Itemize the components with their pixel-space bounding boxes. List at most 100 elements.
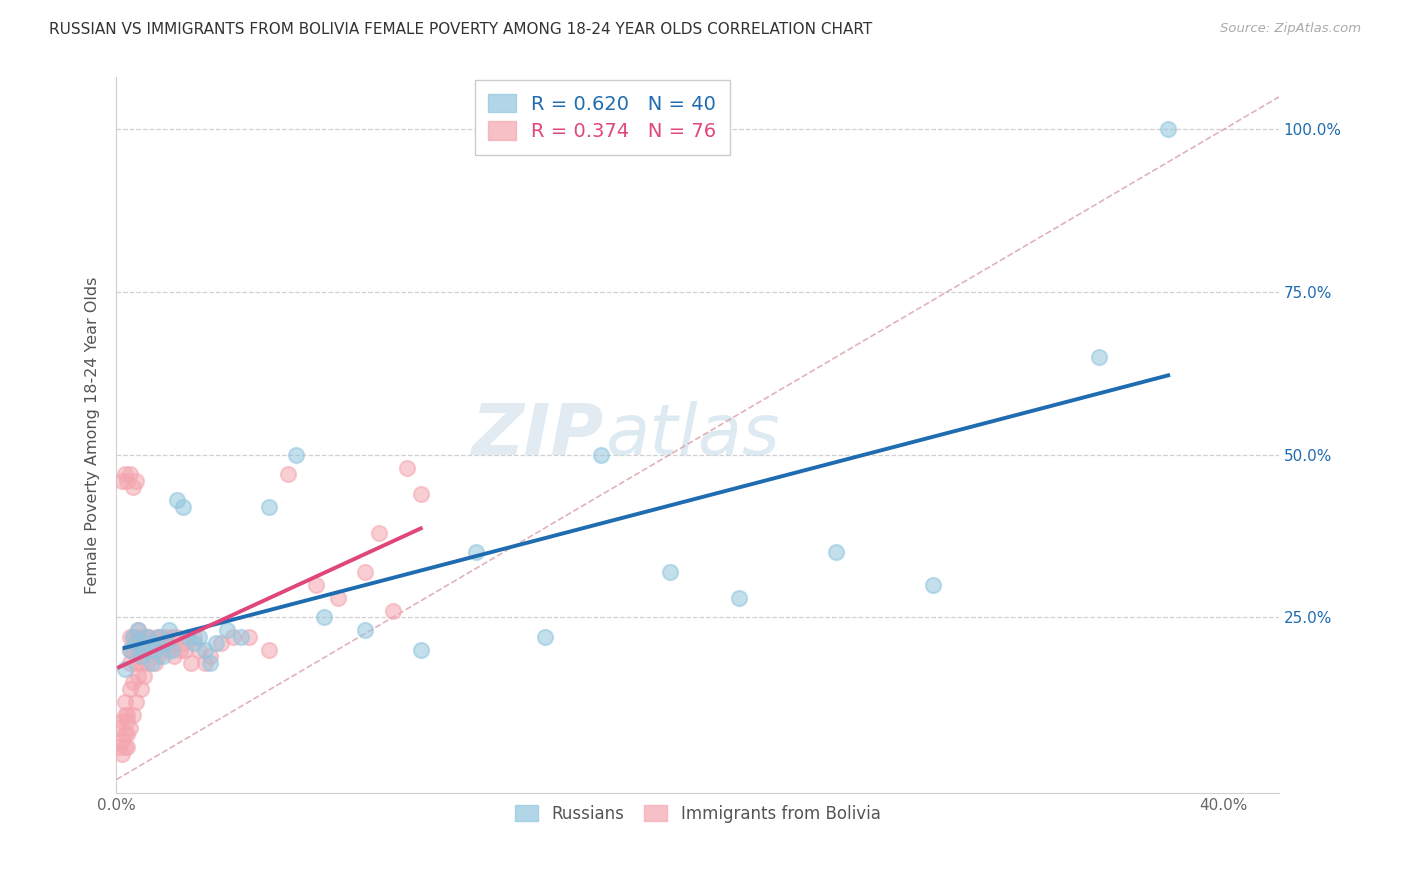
Point	[257, 642, 280, 657]
Point	[825, 545, 848, 559]
Point	[135, 630, 157, 644]
Point	[122, 630, 145, 644]
Point	[1157, 122, 1180, 136]
Point	[163, 649, 186, 664]
Point	[124, 474, 146, 488]
Point	[138, 642, 160, 657]
Point	[132, 630, 155, 644]
Point	[194, 642, 217, 657]
Point	[211, 636, 233, 650]
Point	[177, 630, 200, 644]
Point	[172, 636, 194, 650]
Point	[114, 727, 136, 741]
Point	[138, 630, 160, 644]
Point	[117, 740, 139, 755]
Point	[146, 630, 169, 644]
Point	[326, 591, 349, 605]
Point	[221, 630, 243, 644]
Point	[120, 681, 142, 696]
Point	[215, 623, 238, 637]
Y-axis label: Female Poverty Among 18-24 Year Olds: Female Poverty Among 18-24 Year Olds	[86, 277, 100, 594]
Point	[127, 642, 149, 657]
Point	[382, 604, 405, 618]
Point	[395, 460, 418, 475]
Point	[143, 642, 166, 657]
Point	[1088, 350, 1111, 364]
Point	[117, 707, 139, 722]
Point	[368, 525, 391, 540]
Point	[155, 630, 177, 644]
Point	[183, 636, 205, 650]
Point	[157, 642, 180, 657]
Point	[157, 623, 180, 637]
Point	[111, 747, 134, 761]
Point	[304, 577, 326, 591]
Point	[257, 500, 280, 514]
Point	[122, 630, 145, 644]
Point	[188, 642, 211, 657]
Point	[122, 675, 145, 690]
Point	[124, 656, 146, 670]
Point	[188, 630, 211, 644]
Point	[174, 642, 197, 657]
Point	[229, 630, 252, 644]
Point	[146, 630, 169, 644]
Point	[127, 623, 149, 637]
Point	[122, 480, 145, 494]
Point	[728, 591, 751, 605]
Point	[132, 642, 155, 657]
Point	[141, 636, 163, 650]
Text: ZIP: ZIP	[472, 401, 605, 469]
Point	[277, 467, 299, 481]
Point	[180, 656, 202, 670]
Point	[124, 630, 146, 644]
Point	[465, 545, 488, 559]
Point	[146, 649, 169, 664]
Point	[200, 656, 222, 670]
Point	[169, 642, 191, 657]
Point	[117, 714, 139, 728]
Point	[138, 636, 160, 650]
Point	[129, 642, 152, 657]
Point	[152, 636, 174, 650]
Point	[354, 565, 377, 579]
Point	[114, 662, 136, 676]
Point	[160, 642, 183, 657]
Point	[409, 642, 432, 657]
Point	[160, 630, 183, 644]
Point	[111, 714, 134, 728]
Point	[922, 577, 945, 591]
Point	[285, 448, 308, 462]
Point	[111, 474, 134, 488]
Point	[117, 727, 139, 741]
Point	[135, 630, 157, 644]
Point	[120, 467, 142, 481]
Text: Source: ZipAtlas.com: Source: ZipAtlas.com	[1220, 22, 1361, 36]
Point	[114, 695, 136, 709]
Point	[149, 630, 172, 644]
Point	[143, 656, 166, 670]
Point	[172, 500, 194, 514]
Point	[120, 656, 142, 670]
Point	[312, 610, 335, 624]
Point	[108, 740, 131, 755]
Point	[114, 740, 136, 755]
Text: atlas: atlas	[605, 401, 779, 469]
Point	[238, 630, 260, 644]
Point	[124, 695, 146, 709]
Point	[354, 623, 377, 637]
Point	[124, 636, 146, 650]
Point	[122, 707, 145, 722]
Point	[166, 630, 188, 644]
Point	[658, 565, 681, 579]
Point	[120, 642, 142, 657]
Point	[155, 636, 177, 650]
Point	[114, 467, 136, 481]
Point	[200, 649, 222, 664]
Point	[122, 642, 145, 657]
Point	[205, 636, 228, 650]
Point	[534, 630, 557, 644]
Text: RUSSIAN VS IMMIGRANTS FROM BOLIVIA FEMALE POVERTY AMONG 18-24 YEAR OLDS CORRELAT: RUSSIAN VS IMMIGRANTS FROM BOLIVIA FEMAL…	[49, 22, 873, 37]
Point	[166, 493, 188, 508]
Point	[120, 630, 142, 644]
